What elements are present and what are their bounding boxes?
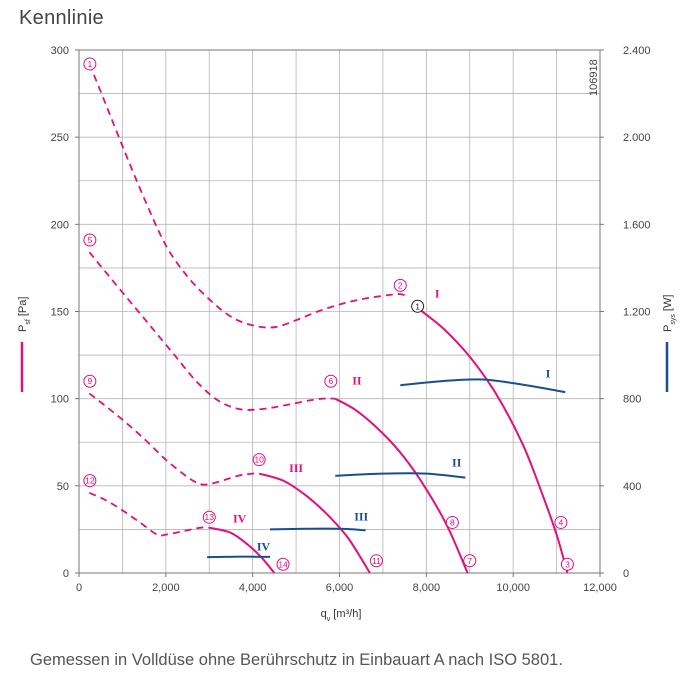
pressure-curve-IV-solid (209, 526, 276, 574)
grid (78, 49, 601, 574)
svg-text:Psf [Pa]: Psf [Pa] (17, 297, 32, 332)
operating-point-marker: 8 (445, 515, 459, 529)
operating-point-marker: 10 (252, 453, 266, 467)
marker-circle (369, 554, 383, 568)
x-tick-label: 2,000 (152, 582, 180, 594)
marker-number: 13 (205, 512, 215, 522)
x-axis-label: qv [m³/h] (321, 608, 362, 623)
operating-point-marker: 1 (83, 57, 97, 71)
marker-number: 2 (398, 280, 403, 290)
marker-number: 3 (565, 559, 570, 569)
marker-number: 14 (278, 559, 288, 569)
curve-label: I (435, 287, 440, 301)
y-left-tick-label: 0 (63, 568, 69, 580)
marker-number: 1 (415, 301, 420, 311)
x-tick-label: 4,000 (239, 582, 267, 594)
marker-number: 6 (328, 376, 333, 386)
x-tick-label: 8,000 (413, 582, 441, 594)
marker-number: 7 (467, 556, 472, 566)
marker-circle (83, 474, 97, 488)
y-right-tick-label: 1.600 (623, 219, 651, 231)
y-right-tick-label: 2.000 (623, 132, 651, 144)
marker-number: 11 (372, 556, 381, 566)
marker-circle (554, 515, 568, 529)
y-right-tick-label: 800 (623, 394, 641, 406)
x-tick-label: 10,000 (496, 582, 530, 594)
y-axis-left-label: Psf [Pa] (17, 297, 32, 392)
y-right-tick-label: 400 (623, 481, 641, 493)
curve-label: IV (233, 511, 247, 525)
y-right-tick-label: 0 (623, 568, 629, 580)
operating-point-marker: 7 (463, 554, 477, 568)
operating-point-marker: 6 (324, 374, 338, 388)
x-tick-label: 12,000 (583, 582, 617, 594)
marker-number: 10 (254, 455, 264, 465)
marker-circle (202, 510, 216, 524)
marker-circle (252, 453, 266, 467)
marker-number: 8 (450, 517, 455, 527)
curve-label: II (452, 456, 462, 470)
pressure-curve-I-dashed (88, 63, 410, 329)
marker-number: 5 (87, 235, 92, 245)
operating-point-marker: 9 (83, 374, 97, 388)
marker-number: 12 (85, 476, 95, 486)
marker-circle (83, 233, 97, 247)
power-curve-II (335, 472, 466, 479)
y-left-tick-label: 150 (51, 307, 69, 319)
operating-point-marker: 1 (411, 299, 425, 313)
svg-text:Psys [W]: Psys [W] (662, 295, 677, 332)
pressure-curve-II-dashed (88, 251, 336, 411)
marker-circle (393, 278, 407, 292)
x-tick-label: 6,000 (326, 582, 354, 594)
chart-title: Kennlinie (19, 7, 104, 29)
operating-point-marker: 3 (560, 557, 574, 571)
operating-point-marker: 12 (83, 474, 97, 488)
pressure-curve-II-solid (334, 397, 469, 574)
curve-label: III (289, 461, 303, 475)
marker-circle (324, 374, 338, 388)
document-number: 106918 (588, 59, 600, 96)
pressure-curve-I-solid (417, 307, 569, 574)
axes: 0 2,000 4,000 6,000 8,000 10,000 12,0000501001… (51, 45, 651, 594)
operating-point-marker: 4 (554, 515, 568, 529)
marker-circle (411, 299, 425, 313)
y-axis-right-label: Psys [W] (662, 295, 677, 392)
marker-number: 1 (87, 59, 92, 69)
curve-label: III (354, 510, 368, 524)
marker-circle (83, 57, 97, 71)
y-left-tick-label: 200 (51, 219, 69, 231)
y-left-tick-label: 50 (57, 481, 69, 493)
marker-circle (276, 557, 290, 571)
power-curve-I (400, 378, 566, 394)
y-left-tick-label: 300 (51, 45, 69, 57)
y-right-tick-label: 1.200 (623, 307, 651, 319)
series (88, 63, 569, 574)
y-left-tick-label: 100 (51, 394, 69, 406)
curve-label: I (546, 367, 551, 381)
marker-circle (560, 557, 574, 571)
y-left-tick-label: 250 (51, 132, 69, 144)
operating-point-marker: 13 (202, 510, 216, 524)
marker-circle (83, 374, 97, 388)
operating-point-marker: 5 (83, 233, 97, 247)
curve-label: II (352, 374, 362, 388)
x-tick-label: 0 (76, 582, 82, 594)
curve-label: IV (257, 539, 271, 553)
chart-caption: Gemessen in Volldüse ohne Berührschutz i… (30, 651, 563, 669)
pressure-curve-III-solid (258, 472, 371, 574)
pressure-curve-III-dashed (88, 392, 260, 486)
marker-circle (445, 515, 459, 529)
marker-circle (463, 554, 477, 568)
operating-point-marker: 2 (393, 278, 407, 292)
y-right-tick-label: 2.400 (623, 45, 651, 57)
marker-number: 4 (559, 517, 564, 527)
operating-point-marker: 14 (276, 557, 290, 571)
fan-characteristic-chart: 0 2,000 4,000 6,000 8,000 10,000 12,0000501001… (17, 45, 677, 623)
marker-number: 9 (87, 376, 92, 386)
operating-point-marker: 11 (369, 554, 383, 568)
power-curve-III (269, 527, 366, 532)
